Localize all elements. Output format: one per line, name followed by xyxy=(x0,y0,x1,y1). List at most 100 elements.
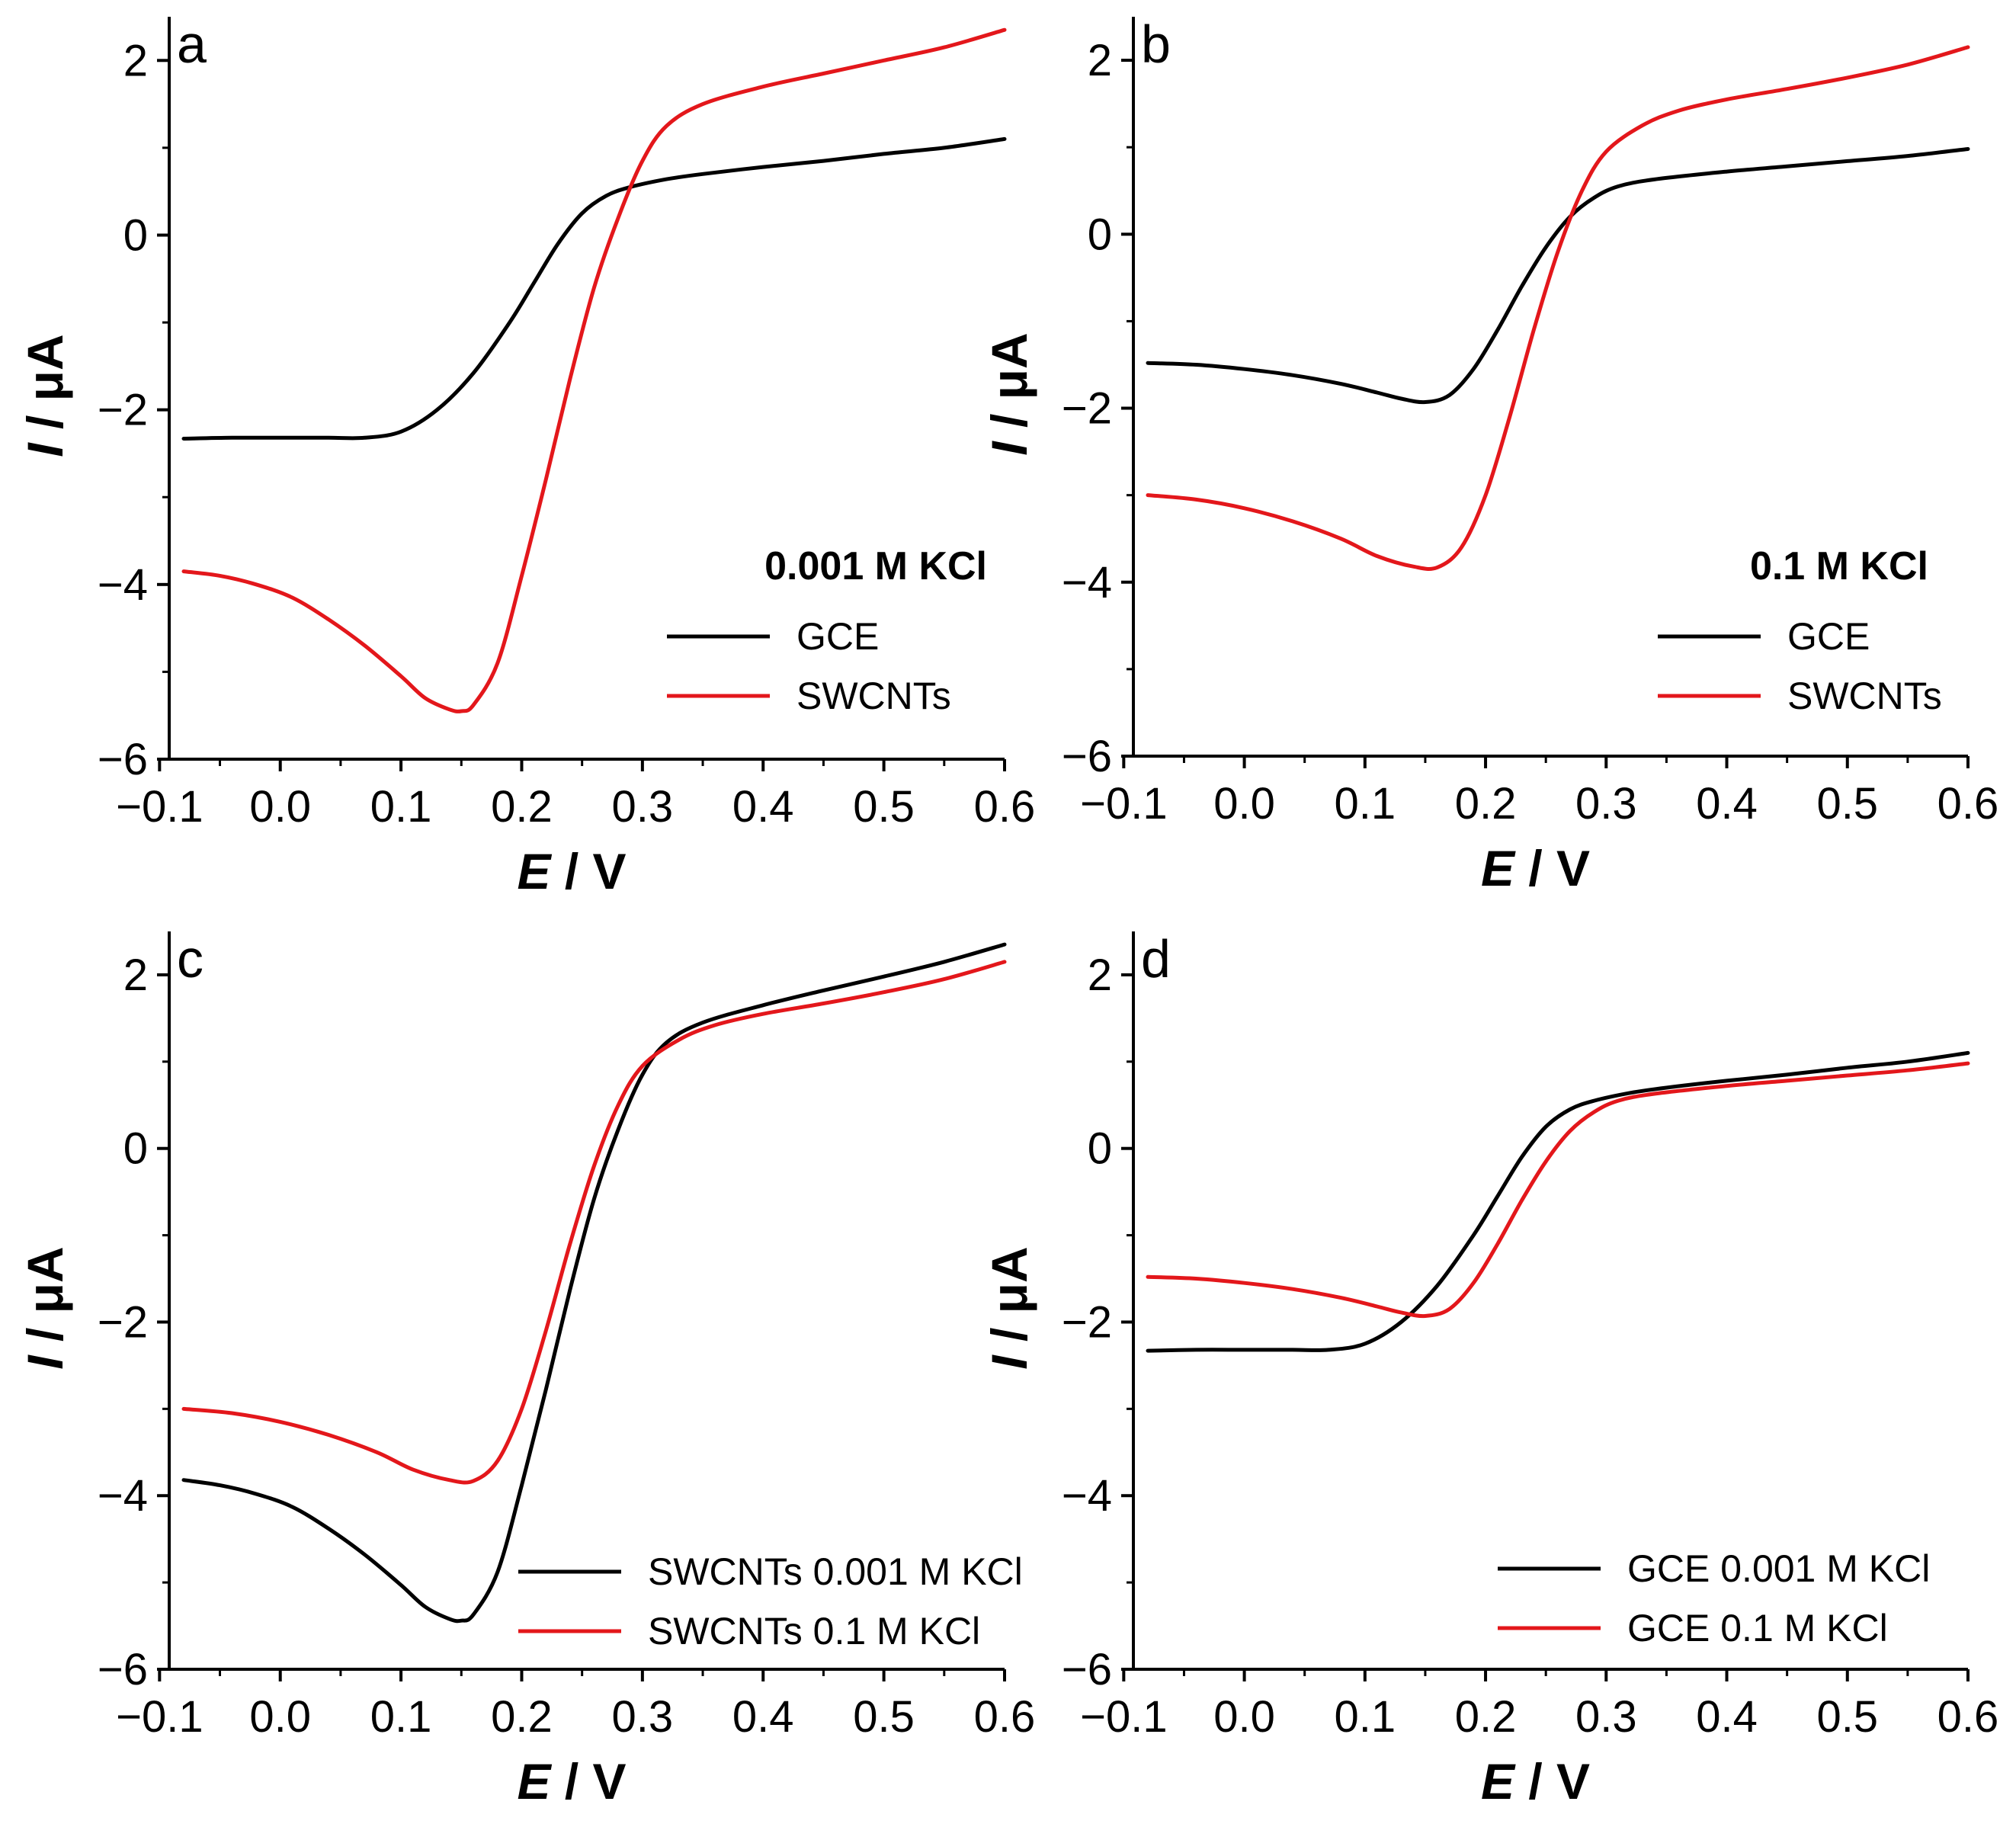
x-axis-unit: / V xyxy=(550,1753,626,1810)
x-tick-label: −0.1 xyxy=(1080,1692,1168,1742)
y-axis-label: I / μA xyxy=(17,334,73,457)
series-line-swcnts-0.1-m-kcl xyxy=(181,960,1007,1485)
y-axis-unit: / μA xyxy=(981,332,1037,441)
y-tick-label: −4 xyxy=(1062,1471,1112,1521)
legend-label: GCE xyxy=(1787,615,1870,658)
y-tick-label: −2 xyxy=(1062,384,1112,434)
panel-letter: c xyxy=(177,929,204,989)
legend-label: SWCNTs 0.001 M KCl xyxy=(648,1550,1023,1593)
y-axis-unit: / μA xyxy=(981,1246,1037,1355)
series-line-swcnts-0.001-m-kcl xyxy=(181,942,1007,1624)
x-tick-label: −0.1 xyxy=(1080,779,1168,829)
y-axis-label: I / μA xyxy=(17,1246,73,1369)
x-tick-label: 0.3 xyxy=(1575,779,1637,829)
x-tick-label: 0.1 xyxy=(1334,779,1396,829)
series-line-gce-0.1-m-kcl xyxy=(1146,1061,1970,1319)
x-tick-label: 0.2 xyxy=(491,782,553,832)
x-axis-unit: / V xyxy=(550,843,626,899)
x-tick-label: 0.4 xyxy=(732,1692,794,1742)
y-tick-label: 0 xyxy=(1088,1124,1112,1174)
x-tick-label: −0.1 xyxy=(116,1692,204,1742)
y-axis-label: I / μA xyxy=(981,332,1037,455)
x-tick-label: 0.6 xyxy=(1937,779,1999,829)
x-tick-label: 0.0 xyxy=(249,782,311,832)
x-tick-label: 0.0 xyxy=(1213,779,1275,829)
y-tick-label: 2 xyxy=(1088,950,1112,1000)
x-tick-label: 0.5 xyxy=(1816,1692,1878,1742)
y-tick-label: −4 xyxy=(1062,558,1112,607)
x-axis-label: E / V xyxy=(517,843,626,899)
x-tick-label: 0.0 xyxy=(1213,1692,1275,1742)
x-tick-label: 0.3 xyxy=(612,782,674,832)
x-tick-label: −0.1 xyxy=(116,782,204,832)
series-line-swcnts xyxy=(1146,45,1970,571)
series-line-gce-0.001-m-kcl xyxy=(1146,1050,1970,1353)
legend-label: SWCNTs xyxy=(796,675,951,717)
panel-letter: b xyxy=(1141,14,1171,74)
y-axis-symbol: I xyxy=(981,441,1037,456)
x-tick-label: 0.5 xyxy=(853,782,915,832)
x-tick-label: 0.6 xyxy=(1937,1692,1999,1742)
y-axis-unit: / μA xyxy=(17,334,73,443)
chart-panel-b: −0.1 0.0 0.1 0.2 0.3 0.4 0.5 0.6 −6 −4 −2 0 2 E / V I … xyxy=(981,14,1998,896)
x-tick-label: 0.3 xyxy=(612,1692,674,1742)
x-tick-label: 0.1 xyxy=(370,1692,432,1742)
y-tick-label: 0 xyxy=(1088,210,1112,259)
y-tick-label: −6 xyxy=(98,735,148,784)
panel-letter: d xyxy=(1141,929,1171,989)
y-tick-label: −4 xyxy=(98,1471,148,1521)
x-axis-label: E / V xyxy=(1481,840,1590,896)
y-tick-label: 2 xyxy=(123,36,148,85)
y-tick-label: 0 xyxy=(123,210,148,260)
legend-label: SWCNTs 0.1 M KCl xyxy=(648,1610,980,1652)
x-axis-symbol: E xyxy=(517,1753,552,1810)
y-axis-label: I / μA xyxy=(981,1246,1037,1369)
legend-label: GCE xyxy=(796,615,879,658)
x-tick-label: 0.4 xyxy=(732,782,794,832)
x-tick-label: 0.3 xyxy=(1575,1692,1637,1742)
y-tick-label: −6 xyxy=(1062,1645,1112,1694)
x-tick-label: 0.2 xyxy=(1455,779,1517,829)
series-line-gce xyxy=(181,136,1007,441)
legend-label: SWCNTs xyxy=(1787,675,1942,717)
y-tick-label: −6 xyxy=(1062,732,1112,781)
x-axis-symbol: E xyxy=(1481,840,1516,896)
chart-panel-c: −0.1 0.0 0.1 0.2 0.3 0.4 0.5 0.6 −6 −4 −2 0 2 E / V I … xyxy=(17,929,1035,1810)
chart-panel-d: −0.1 0.0 0.1 0.2 0.3 0.4 0.5 0.6 −6 −4 −2 0 2 E / V I … xyxy=(981,929,1998,1810)
series-line-swcnts xyxy=(181,27,1007,713)
x-axis-symbol: E xyxy=(517,843,552,899)
x-tick-label: 0.2 xyxy=(491,1692,553,1742)
y-tick-label: 2 xyxy=(1088,36,1112,85)
y-axis-symbol: I xyxy=(981,1354,1037,1370)
x-tick-label: 0.1 xyxy=(370,782,432,832)
y-tick-label: −2 xyxy=(98,1297,148,1347)
x-axis-unit: / V xyxy=(1514,1753,1590,1810)
x-tick-label: 0.1 xyxy=(1334,1692,1396,1742)
x-axis-unit: / V xyxy=(1514,840,1590,896)
x-tick-label: 0.4 xyxy=(1696,779,1758,829)
y-axis-unit: / μA xyxy=(17,1246,73,1355)
y-tick-label: −2 xyxy=(98,386,148,435)
y-axis-symbol: I xyxy=(17,442,73,457)
x-tick-label: 0.5 xyxy=(1816,779,1878,829)
x-tick-label: 0.4 xyxy=(1696,1692,1758,1742)
condition-label: 0.1 M KCl xyxy=(1750,544,1928,588)
condition-label: 0.001 M KCl xyxy=(764,544,987,588)
y-tick-label: −4 xyxy=(98,560,148,610)
x-tick-label: 0.2 xyxy=(1455,1692,1517,1742)
x-tick-label: 0.6 xyxy=(974,1692,1036,1742)
x-axis-label: E / V xyxy=(517,1753,626,1810)
x-tick-label: 0.6 xyxy=(974,782,1036,832)
panel-letter: a xyxy=(177,14,207,74)
legend-label: GCE 0.001 M KCl xyxy=(1627,1547,1930,1590)
y-tick-label: 2 xyxy=(123,950,148,1000)
x-tick-label: 0.5 xyxy=(853,1692,915,1742)
x-tick-label: 0.0 xyxy=(249,1692,311,1742)
chart-panel-a: −0.1 0.0 0.1 0.2 0.3 0.4 0.5 0.6 −6 −4 −2 0 2 E / V I … xyxy=(17,14,1035,899)
x-axis-symbol: E xyxy=(1481,1753,1516,1810)
y-tick-label: 0 xyxy=(123,1124,148,1174)
legend-label: GCE 0.1 M KCl xyxy=(1627,1607,1888,1649)
x-axis-label: E / V xyxy=(1481,1753,1590,1810)
y-axis-symbol: I xyxy=(17,1354,73,1370)
